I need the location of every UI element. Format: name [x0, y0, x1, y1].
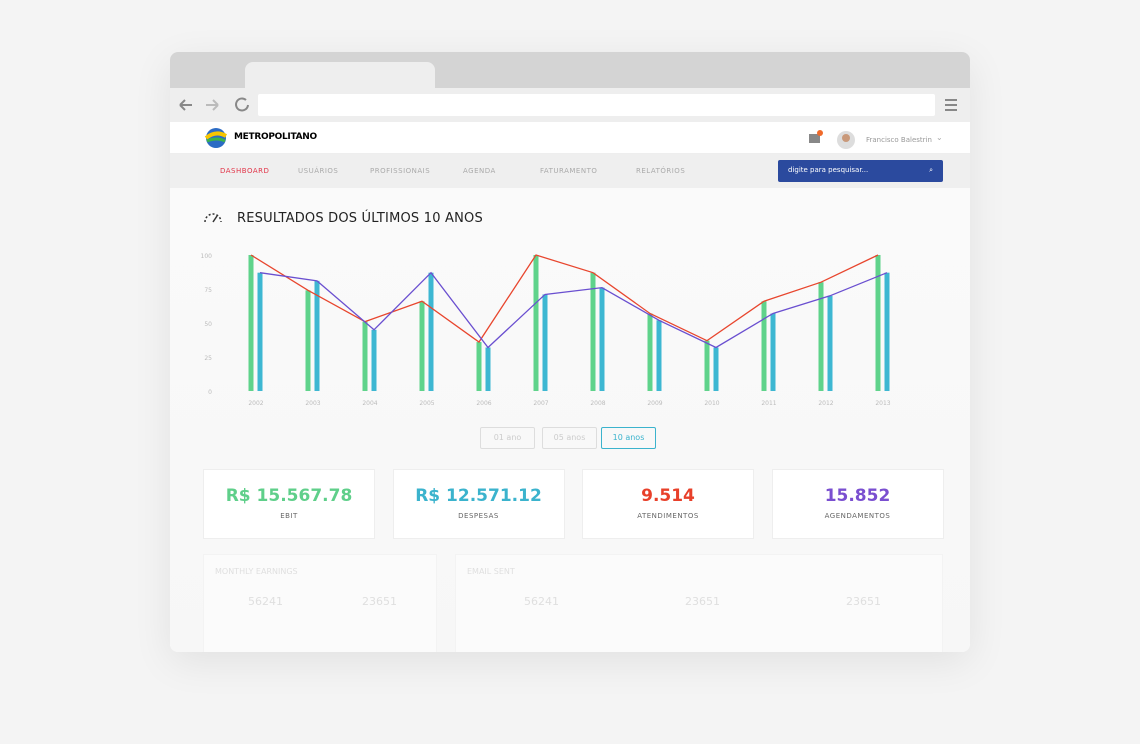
- y-tick-label: 100: [201, 253, 213, 260]
- range-button[interactable]: 05 anos: [542, 427, 597, 449]
- trend-line: [250, 254, 879, 343]
- tab-bar: [170, 52, 970, 90]
- bar: [647, 313, 653, 391]
- bar: [362, 321, 368, 391]
- toolbar: [170, 88, 970, 122]
- x-tick-label: 2008: [590, 400, 605, 407]
- panel-value: 23651: [846, 595, 881, 608]
- search-placeholder: digite para pesquisar...: [788, 166, 869, 174]
- panel: EMAIL SENT 56241 23651 23651: [455, 554, 943, 652]
- stat-label: EBIT: [280, 512, 298, 520]
- bar: [248, 255, 254, 391]
- user-name[interactable]: Francisco Balestrin: [866, 136, 932, 144]
- y-tick-label: 0: [208, 389, 212, 396]
- x-tick-label: 2005: [419, 400, 434, 407]
- stat-card: R$ 12.571.12 DESPESAS: [392, 469, 565, 539]
- nav-item[interactable]: FATURAMENTO: [540, 167, 598, 175]
- stat-value: 15.852: [824, 486, 891, 506]
- bar: [428, 272, 434, 391]
- bar: [476, 342, 482, 391]
- bar: [884, 272, 890, 391]
- x-tick-label: 2007: [533, 400, 548, 407]
- nav-item[interactable]: USUÁRIOS: [298, 167, 339, 175]
- bar: [305, 290, 311, 391]
- bar: [704, 340, 710, 391]
- bar: [314, 280, 320, 391]
- bar: [590, 272, 596, 391]
- logo-text: METROPOLITANO: [234, 132, 317, 142]
- nav-buttons[interactable]: [178, 96, 254, 114]
- panel-value: 23651: [362, 595, 397, 608]
- bar: [827, 295, 833, 391]
- panel-value: 56241: [248, 595, 283, 608]
- gauge-icon: [204, 213, 222, 223]
- bar: [371, 329, 377, 391]
- content: RESULTADOS DOS ÚLTIMOS 10 ANOS 0 25 50 75 10…: [170, 188, 970, 652]
- nav-item[interactable]: RELATÓRIOS: [636, 167, 686, 175]
- stat-card: R$ 15.567.78 EBIT: [203, 469, 375, 539]
- range-button[interactable]: 01 ano: [480, 427, 535, 449]
- nav-item[interactable]: PROFISSIONAIS: [370, 167, 431, 175]
- x-tick-label: 2013: [875, 400, 890, 407]
- nav-bar: digite para pesquisar... ⌕ DASHBOARD USUÁR…: [170, 154, 970, 188]
- user-icons[interactable]: [808, 130, 858, 150]
- x-tick-label: 2003: [305, 400, 320, 407]
- panel-value: 56241: [524, 595, 559, 608]
- bar: [485, 347, 491, 391]
- search-icon[interactable]: ⌕: [929, 166, 933, 174]
- bar: [713, 347, 719, 391]
- stat-value: R$ 15.567.78: [225, 486, 353, 506]
- stat-card: 9.514 ATENDIMENTOS: [582, 469, 754, 539]
- chart-title: RESULTADOS DOS ÚLTIMOS 10 ANOS: [237, 211, 483, 226]
- logo-icon: [204, 128, 228, 148]
- stat-label: DESPESAS: [458, 512, 499, 520]
- panel-title: MONTHLY EARNINGS: [215, 567, 298, 576]
- user-caret[interactable]: ⌄: [936, 133, 943, 142]
- y-tick-label: 50: [204, 321, 212, 328]
- panel-title: EMAIL SENT: [467, 567, 515, 576]
- bar: [533, 255, 539, 391]
- range-button[interactable]: 10 anos: [601, 427, 656, 449]
- bar: [875, 255, 881, 391]
- panel: MONTHLY EARNINGS 56241 23651: [203, 554, 437, 652]
- bar: [818, 282, 824, 391]
- x-tick-label: 2009: [647, 400, 662, 407]
- bar: [542, 294, 548, 391]
- bar: [770, 313, 776, 391]
- chart: 0 25 50 75 100 2002 2003 2004 2005 2006 2007 2008 20…: [201, 253, 891, 407]
- stat-label: AGENDAMENTOS: [824, 512, 891, 520]
- app-header: METROPOLITANO Francisco Balestrin ⌄: [170, 122, 970, 154]
- bar: [257, 272, 263, 391]
- x-tick-label: 2012: [818, 400, 833, 407]
- stat-card: 15.852 AGENDAMENTOS: [771, 469, 944, 539]
- bar: [419, 301, 425, 391]
- bar: [761, 301, 767, 391]
- panel-value: 23651: [685, 595, 720, 608]
- x-tick-label: 2011: [761, 400, 776, 407]
- x-tick-label: 2010: [704, 400, 719, 407]
- trend-line: [259, 271, 888, 349]
- x-tick-label: 2002: [248, 400, 263, 407]
- menu[interactable]: [944, 98, 958, 112]
- stat-value: 9.514: [641, 486, 695, 506]
- nav-item[interactable]: AGENDA: [463, 167, 496, 175]
- bar: [599, 287, 605, 391]
- stat-value: R$ 12.571.12: [415, 486, 542, 506]
- address-bar[interactable]: [258, 94, 935, 116]
- tab[interactable]: [245, 62, 435, 90]
- y-tick-label: 75: [204, 287, 212, 294]
- bar: [656, 320, 662, 391]
- y-tick-label: 25: [204, 355, 212, 362]
- nav-item[interactable]: DASHBOARD: [220, 167, 270, 175]
- x-tick-label: 2006: [476, 400, 491, 407]
- x-tick-label: 2004: [362, 400, 377, 407]
- search-box[interactable]: digite para pesquisar... ⌕: [778, 160, 943, 182]
- browser-window: METROPOLITANO Francisco Balestrin ⌄ digi…: [170, 52, 970, 652]
- stat-label: ATENDIMENTOS: [637, 512, 699, 520]
